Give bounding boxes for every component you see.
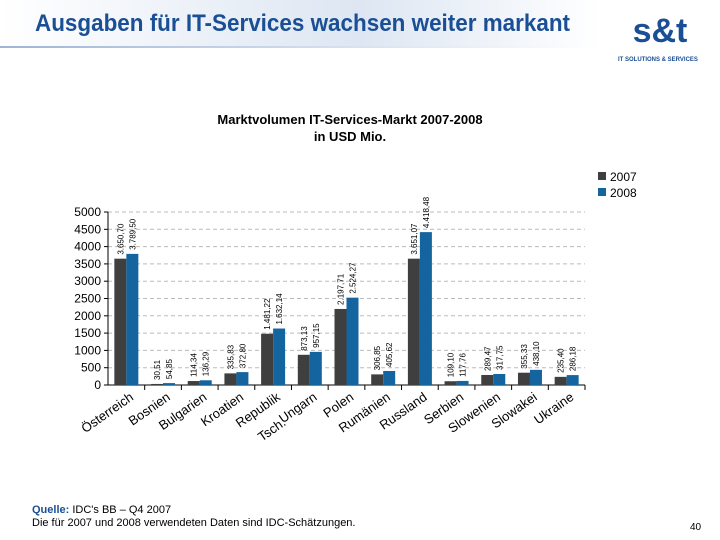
category-label: Österreich — [78, 389, 136, 436]
bar-2008 — [493, 374, 506, 385]
bar-2007 — [554, 376, 567, 385]
bar-2008 — [199, 380, 212, 385]
data-label: 286,18 — [569, 346, 578, 371]
bar-2007 — [297, 354, 310, 385]
bar-2008 — [346, 297, 359, 385]
source-label: Quelle: — [32, 504, 70, 516]
page-number: 40 — [690, 522, 702, 533]
y-tick-label: 4500 — [74, 222, 101, 236]
bar-2008 — [456, 380, 469, 385]
bar-chart: 0 500 1000 1500 2000 2500 3000 3500 4000 4500 5000… — [74, 170, 637, 444]
data-label: 136,29 — [202, 351, 211, 376]
bar-2007 — [187, 381, 200, 385]
data-label: 957,15 — [312, 323, 321, 348]
y-tick-label: 0 — [94, 378, 101, 392]
data-label: 317,75 — [495, 345, 504, 370]
source-note: Quelle: IDC's BB – Q4 2007 Die für 2007 … — [32, 504, 356, 530]
source-text: IDC's BB – Q4 2007 — [72, 504, 172, 516]
data-label: 4.418,48 — [422, 196, 431, 228]
data-label: 372,80 — [238, 343, 247, 368]
category-label: Ukraine — [531, 389, 576, 427]
data-label: 54,85 — [165, 359, 174, 380]
data-label: 109,10 — [447, 352, 456, 377]
data-label: 405,62 — [385, 342, 394, 367]
legend-label: 2007 — [610, 170, 637, 184]
bar-2007 — [114, 258, 127, 385]
bar-2008 — [309, 351, 322, 385]
footnote: Die für 2007 und 2008 verwendeten Daten … — [32, 517, 356, 529]
data-label: 438,10 — [532, 341, 541, 366]
header-divider — [0, 46, 600, 48]
bar-2007 — [151, 383, 164, 385]
legend-swatch — [598, 172, 606, 180]
bar-2007 — [444, 381, 457, 385]
bar-2008 — [126, 253, 139, 385]
y-tick-label: 500 — [81, 361, 101, 375]
bar-2007 — [334, 308, 347, 385]
bar-2007 — [261, 333, 274, 385]
legend-swatch — [598, 188, 606, 196]
data-label: 2.524,27 — [349, 262, 358, 294]
chart-title: Marktvolumen IT-Services-Markt 2007-2008… — [150, 111, 550, 145]
data-label: 1.632,14 — [275, 293, 284, 325]
bar-2007 — [517, 372, 530, 385]
y-tick-label: 1500 — [74, 326, 101, 340]
y-tick-label: 2000 — [74, 309, 101, 323]
page-title-wrapper: Ausgaben für IT-Services wachsen weiter … — [35, 10, 570, 37]
data-label: 335,83 — [226, 344, 235, 369]
y-tick-label: 3500 — [74, 257, 101, 271]
bar-2007 — [407, 258, 420, 385]
company-logo: s&t — [633, 12, 688, 50]
bar-2007 — [371, 374, 384, 385]
bar-2008 — [566, 375, 579, 385]
bar-2007 — [224, 373, 237, 385]
y-tick-label: 3000 — [74, 274, 101, 288]
chart-title-line: Marktvolumen IT-Services-Markt 2007-2008 — [217, 112, 483, 127]
y-tick-label: 5000 — [74, 205, 101, 219]
bar-2008 — [236, 372, 249, 385]
bar-2008 — [529, 369, 542, 385]
logo-letters: s&t — [633, 12, 688, 50]
category-label: Ungarn — [276, 389, 320, 426]
data-label: 873,13 — [300, 326, 309, 351]
data-label: 3.650,70 — [116, 223, 125, 255]
data-label: 117,76 — [459, 352, 468, 376]
bar-2008 — [163, 383, 176, 385]
data-label: 30,51 — [153, 359, 162, 380]
data-label: 235,40 — [557, 348, 566, 373]
y-tick-label: 4000 — [74, 240, 101, 254]
data-label: 3.789,50 — [128, 218, 137, 250]
data-label: 289,47 — [483, 346, 492, 371]
bar-2007 — [481, 374, 494, 385]
data-label: 355,33 — [520, 344, 529, 369]
page-title: Ausgaben für IT-Services wachsen weiter … — [35, 10, 570, 37]
data-label: 3.651,07 — [410, 223, 419, 255]
data-label: 2.197,71 — [337, 273, 346, 305]
y-tick-label: 2500 — [74, 292, 101, 306]
chart-subtitle: in USD Mio. — [313, 129, 387, 144]
bar-2008 — [273, 328, 286, 385]
data-label: 1.481,22 — [263, 298, 272, 330]
header-banner — [0, 0, 600, 46]
data-label: 306,85 — [373, 345, 382, 370]
bar-2008 — [419, 232, 432, 385]
y-tick-label: 1000 — [74, 343, 101, 357]
logo-tagline: IT SOLUTIONS & SERVICES — [618, 57, 698, 63]
legend-label: 2008 — [610, 186, 637, 200]
bar-2008 — [383, 370, 396, 385]
data-label: 114,34 — [190, 353, 199, 377]
